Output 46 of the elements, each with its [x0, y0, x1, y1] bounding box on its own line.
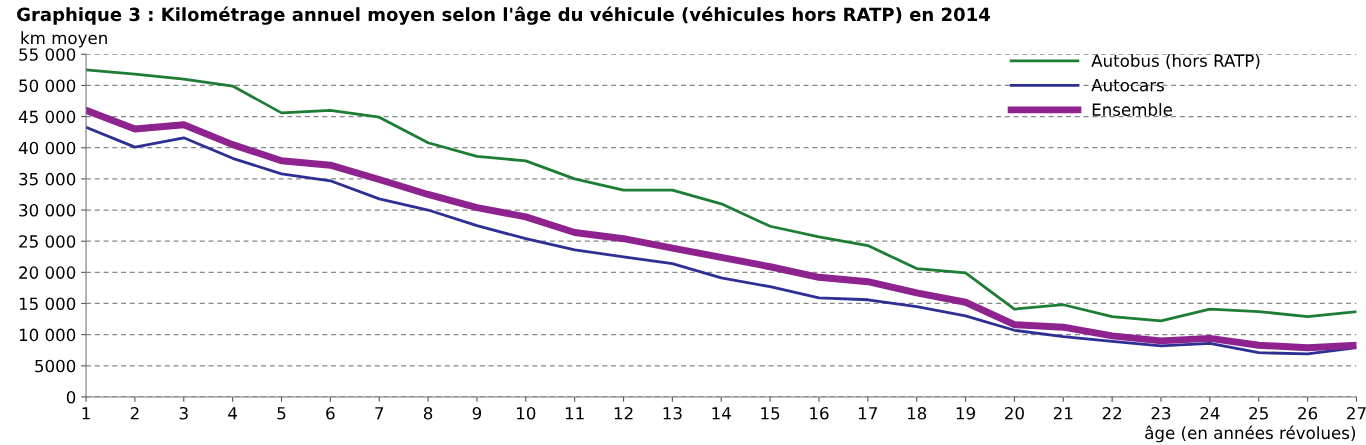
x-tick-label: 4: [228, 407, 238, 420]
x-tick-label: 25: [1249, 406, 1268, 420]
x-tick-label: 11: [565, 407, 584, 420]
line-series: [86, 68, 1357, 323]
x-tick-label: 17: [859, 407, 878, 420]
x-tick-label: 14: [712, 407, 731, 420]
x-tick-label: 16: [810, 406, 829, 420]
y-tick-label: 5000: [35, 359, 76, 373]
x-tick-label: 23: [1151, 406, 1171, 420]
x-tick-label: 2: [130, 406, 139, 420]
x-tick-label: 5: [277, 407, 286, 420]
legend-label: Ensemble: [1092, 103, 1173, 116]
x-tick-label: 22: [1102, 406, 1122, 420]
legend-label: Autocars: [1091, 79, 1164, 92]
y-tick-label: 55 000: [19, 48, 76, 61]
x-tick-label: 15: [761, 407, 780, 420]
x-tick-label: 10: [517, 406, 536, 420]
x-tick-label: 18: [907, 406, 927, 420]
x-tick-label: 7: [375, 407, 384, 420]
legend-label: Autobus (hors RATP): [1091, 54, 1260, 69]
y-axis-title: km moyen: [21, 31, 107, 48]
y-tick-label: 45 000: [18, 110, 76, 124]
x-tick-label: 26: [1298, 406, 1318, 420]
x-tick-label: 19: [956, 406, 975, 420]
y-tick-label: 20 000: [19, 266, 76, 279]
x-tick-label: 6: [326, 406, 335, 420]
y-tick-label: 40 000: [18, 141, 76, 155]
y-tick-label: 30 000: [19, 204, 76, 217]
x-tick-label: 12: [614, 406, 633, 420]
x-tick-label: 9: [472, 406, 482, 420]
x-tick-label: 8: [423, 406, 433, 420]
x-axis-title: âge (en années révolues): [1145, 425, 1355, 443]
x-tick-label: 3: [179, 406, 188, 420]
x-tick-label: 13: [663, 406, 682, 420]
x-tick-label: 21: [1053, 406, 1073, 420]
y-tick-label: 50 000: [19, 79, 76, 93]
x-tick-label: 24: [1200, 406, 1220, 420]
y-tick-label: 0: [66, 390, 76, 404]
y-tick-label: 35 000: [19, 172, 76, 186]
chart-title: Graphique 3 : Kilométrage annuel moyen selon l'âge du véhicule (véhicules hors RATP) en 2014: [17, 6, 990, 25]
x-tick-label: 1: [82, 407, 90, 420]
y-tick-label: 25 000: [19, 235, 76, 248]
y-tick-label: 10 000: [19, 328, 76, 342]
x-tick-label: 27: [1347, 406, 1366, 420]
x-tick-label: 20: [1005, 406, 1024, 420]
y-tick-label: 15 000: [19, 297, 76, 311]
